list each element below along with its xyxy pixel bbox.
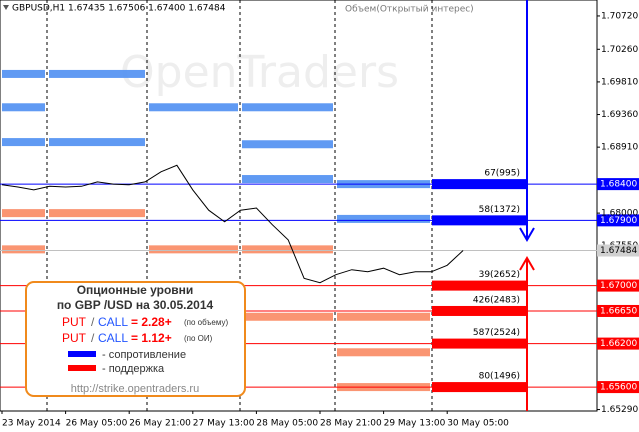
call-label: CALL [98,331,128,345]
ratio-note: (по объему) [184,318,228,327]
history-level [242,245,333,254]
level-tag-label: 1.66650 [600,306,637,316]
history-level [2,103,45,112]
level-tag-label: 1.65600 [600,383,637,393]
resistance-swatch [68,351,96,357]
volume-label: 39(2652) [479,270,520,280]
history-level [49,138,145,147]
level-tag-label: 1.66200 [600,339,637,349]
chart-title: GBPUSD,H1 1.67435 1.67506 1.67400 1.6748… [12,4,226,14]
history-level [337,214,430,223]
x-tick-label: 27 May 13:00 [193,419,255,429]
watermark: OpenTraders [120,47,399,98]
level-tag-label: 1.68400 [600,180,637,190]
x-tick-label: 26 May 21:00 [129,419,191,429]
volume-label: 58(1372) [479,205,520,215]
history-level [2,245,45,254]
y-tick-label: 1.69810 [601,77,638,87]
y-tick-label: 1.69360 [601,110,638,120]
x-tick-label: 26 May 05:00 [66,419,128,429]
volume-label: 587(2524) [473,328,520,338]
ratio-note: (по ОИ) [184,334,213,343]
ratio: = 1.12+ [131,331,172,345]
history-level [242,140,333,149]
volume-label: 67(995) [484,169,520,179]
support-swatch [68,365,96,371]
info-subtitle: по GBP /USD на 30.05.2014 [57,298,214,312]
level-tag [597,214,639,227]
x-tick-label: 28 May 21:00 [320,419,382,429]
history-level [149,103,238,112]
history-level [149,245,238,254]
y-tick-label: 1.70720 [601,11,638,21]
level-tag [597,381,639,394]
price-line [1,164,464,284]
history-level [2,209,45,218]
x-tick-label: 28 May 05:00 [256,419,318,429]
info-title: Опционные уровни [77,283,194,297]
level-tag-label: 1.67900 [600,216,637,226]
info-url: http://strike.opentraders.ru [71,383,199,395]
volume-label: 426(2483) [473,295,520,305]
history-level [242,103,333,112]
level-bar [432,179,527,190]
title-icon [3,5,9,10]
history-level [2,138,45,147]
put-label: PUT [62,331,87,345]
level-tag [597,279,639,292]
current-price-label: 1.67484 [600,246,637,256]
slash: / [91,315,95,329]
resistance-text: - сопротивление [102,349,186,361]
history-level [2,69,45,78]
x-tick-label: 30 May 05:00 [447,419,509,429]
level-tag-label: 1.67000 [600,281,637,291]
y-tick-label: 1.68000 [601,209,638,219]
y-tick-label: 1.70260 [601,45,638,55]
current-price-tag [597,244,639,257]
volume-label: 80(1496) [479,372,520,382]
level-tag [597,178,639,191]
history-level [242,312,333,321]
put-label: PUT [62,315,87,329]
level-bar [432,338,527,349]
support-text: - поддержка [102,363,165,375]
history-level [337,312,430,321]
y-tick-label: 1.68910 [601,143,638,153]
level-bar [432,215,527,226]
level-tag [597,304,639,317]
ratio: = 2.28+ [131,315,172,329]
level-tag [597,337,639,350]
indicator-title: Объем(Открытый интерес) [345,5,474,15]
level-bar [432,382,527,393]
history-level [242,175,333,184]
support-arrow-head [519,256,535,271]
call-label: CALL [98,315,128,329]
x-tick-label: 23 May 2014 [2,419,61,429]
level-bar [432,280,527,291]
history-level [49,69,145,78]
level-bar [432,305,527,316]
history-level [49,209,145,218]
slash: / [91,331,95,345]
resistance-arrow-head [519,227,535,242]
history-level [337,348,430,357]
y-tick-label: 1.65290 [601,405,638,415]
x-tick-label: 29 May 13:00 [384,419,446,429]
